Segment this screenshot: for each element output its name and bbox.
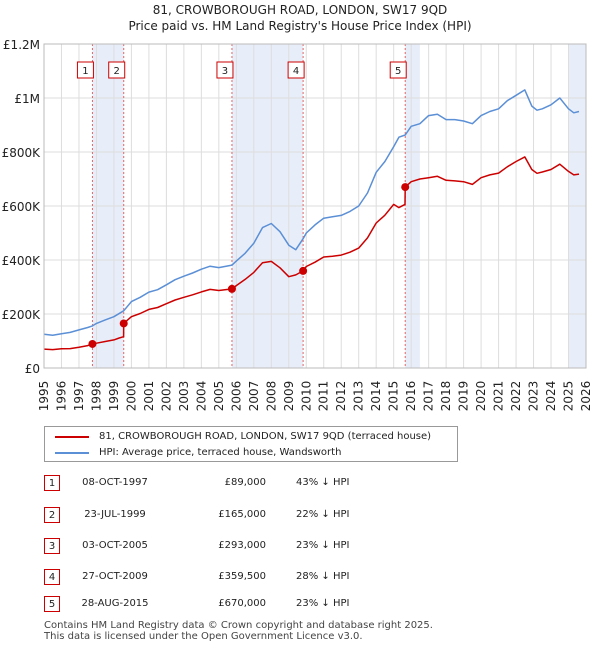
sale-number-badge: 4 (44, 569, 60, 585)
x-tick-label: 2026 (579, 381, 593, 412)
sale-price: £165,000 (218, 509, 266, 520)
x-tick-label: 2006 (229, 381, 243, 412)
footer: Contains HM Land Registry data © Crown c… (44, 620, 433, 642)
sale-number-badge: 3 (44, 538, 60, 554)
table-row: 3 03-OCT-2005 £293,000 23% ↓ HPI (0, 538, 600, 560)
sale-price: £359,500 (218, 571, 266, 582)
sale-point (299, 266, 308, 275)
legend: 81, CROWBOROUGH ROAD, LONDON, SW17 9QD (… (44, 426, 458, 462)
sale-hpi-diff: 23% ↓ HPI (296, 540, 350, 551)
table-row: 2 23-JUL-1999 £165,000 22% ↓ HPI (0, 507, 600, 529)
x-tick-label: 2000 (124, 381, 138, 412)
sale-price: £89,000 (224, 477, 266, 488)
sale-price: £293,000 (218, 540, 266, 551)
sale-date: 03-OCT-2005 (82, 540, 148, 551)
y-tick-label: £1.2M (3, 38, 40, 52)
legend-label-property: 81, CROWBOROUGH ROAD, LONDON, SW17 9QD (… (99, 431, 432, 442)
sale-number-badge: 5 (44, 596, 60, 612)
sale-number-badge: 2 (44, 507, 60, 523)
y-tick-label: £800K (2, 146, 42, 160)
chart-title: 81, CROWBOROUGH ROAD, LONDON, SW17 9QD (153, 3, 448, 17)
x-tick-label: 2014 (369, 381, 383, 412)
y-tick-label: £0 (25, 362, 40, 376)
x-tick-label: 2022 (509, 381, 523, 412)
sale-point (119, 319, 128, 328)
x-tick-label: 2015 (387, 381, 401, 412)
sale-number-label: 2 (114, 66, 120, 77)
x-tick-label: 1999 (107, 381, 121, 412)
y-tick-label: £200K (2, 308, 42, 322)
sale-hpi-diff: 28% ↓ HPI (296, 571, 350, 582)
x-tick-label: 1998 (89, 381, 103, 412)
sale-date: 27-OCT-2009 (82, 571, 148, 582)
x-tick-label: 2005 (212, 381, 226, 412)
x-tick-label: 2023 (527, 381, 541, 412)
x-tick-label: 2021 (492, 381, 506, 412)
x-tick-label: 2012 (334, 381, 348, 412)
x-tick-label: 2011 (317, 381, 331, 412)
sale-number-box (108, 61, 126, 79)
sale-point (401, 183, 410, 192)
sale-date: 08-OCT-1997 (82, 477, 148, 488)
sale-hpi-diff: 23% ↓ HPI (296, 598, 350, 609)
table-row: 4 27-OCT-2009 £359,500 28% ↓ HPI (0, 569, 600, 591)
x-tick-label: 2024 (544, 381, 558, 412)
x-tick-label: 2001 (142, 381, 156, 412)
sale-number-box (389, 61, 407, 79)
x-tick-label: 2007 (247, 381, 261, 412)
legend-swatch-hpi (55, 452, 89, 454)
legend-swatch-property (55, 436, 89, 438)
sale-number-box (287, 61, 305, 79)
sale-number-box (216, 61, 234, 79)
sale-hpi-diff: 22% ↓ HPI (296, 509, 350, 520)
x-tick-label: 1996 (54, 381, 68, 412)
footer-copyright: Contains HM Land Registry data © Crown c… (44, 620, 433, 631)
x-tick-label: 2017 (422, 381, 436, 412)
sale-date: 28-AUG-2015 (81, 598, 149, 609)
sale-point (227, 284, 236, 293)
x-tick-label: 2009 (282, 381, 296, 412)
hpi-series-line (43, 89, 580, 337)
x-tick-label: 2003 (177, 381, 191, 412)
plot-frame (43, 43, 587, 369)
x-tick-label: 1995 (37, 381, 51, 412)
x-tick-label: 2016 (404, 381, 418, 412)
sale-number-label: 3 (222, 66, 228, 77)
x-tick-label: 2019 (457, 381, 471, 412)
x-tick-label: 2020 (474, 381, 488, 412)
sale-number-label: 1 (82, 66, 88, 77)
sale-number-badge: 1 (44, 475, 60, 491)
x-tick-label: 2004 (194, 381, 208, 412)
x-tick-label: 2018 (439, 381, 453, 412)
sale-price: £670,000 (218, 598, 266, 609)
x-tick-label: 1997 (72, 381, 86, 412)
price-chart: 81, CROWBOROUGH ROAD, LONDON, SW17 9QD P… (2, 3, 593, 412)
x-tick-label: 2025 (562, 381, 576, 412)
legend-label-hpi: HPI: Average price, terraced house, Wand… (99, 447, 342, 458)
x-tick-label: 2002 (159, 381, 173, 412)
property-series-line (43, 156, 580, 351)
sale-number-label: 5 (395, 66, 401, 77)
x-tick-label: 2010 (299, 381, 313, 412)
table-row: 5 28-AUG-2015 £670,000 23% ↓ HPI (0, 596, 600, 618)
footer-license: This data is licensed under the Open Gov… (44, 631, 363, 642)
y-tick-label: £400K (2, 254, 42, 268)
sale-number-box (76, 61, 94, 79)
y-tick-label: £1M (14, 92, 40, 106)
table-row: 1 08-OCT-1997 £89,000 43% ↓ HPI (0, 475, 600, 497)
x-tick-label: 2008 (264, 381, 278, 412)
sale-point (88, 339, 97, 348)
sale-hpi-diff: 43% ↓ HPI (296, 477, 350, 488)
sale-date: 23-JUL-1999 (84, 509, 146, 520)
chart-subtitle: Price paid vs. HM Land Registry's House … (128, 19, 471, 33)
x-tick-label: 2013 (352, 381, 366, 412)
sale-number-label: 4 (293, 66, 299, 77)
y-tick-label: £600K (2, 200, 42, 214)
